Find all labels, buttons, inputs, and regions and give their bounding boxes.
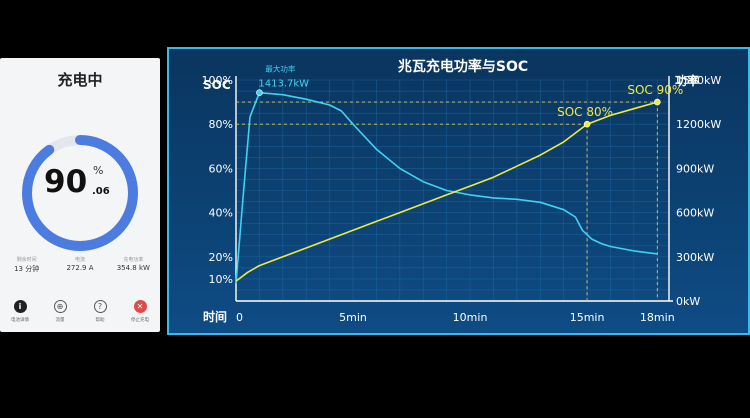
y-left-tick-label: 60% bbox=[209, 162, 233, 175]
stat-label: 电流 bbox=[53, 256, 106, 264]
y-right-tick-label: 0kW bbox=[676, 295, 700, 308]
stat-label: 剩余时间 bbox=[0, 256, 53, 264]
nav-label: 停止充电 bbox=[131, 317, 149, 323]
x-tick-label: 10min bbox=[453, 311, 488, 324]
y-left-tick-label: 10% bbox=[209, 273, 233, 286]
stat-remaining-time: 剩余时间 13 分钟 bbox=[0, 256, 53, 274]
x-axis-title: 时间 bbox=[203, 309, 227, 324]
percentage-value: 90 bbox=[44, 164, 87, 200]
y-right-tick-label: 900kW bbox=[676, 162, 714, 175]
annotation-title: 最大功率 bbox=[265, 64, 295, 74]
charging-stats: 剩余时间 13 分钟 电流 272.9 A 充电功率 354.8 kW bbox=[0, 256, 160, 274]
percent-sign: % bbox=[93, 164, 103, 177]
y-right-tick-label: 600kW bbox=[676, 207, 714, 220]
x-tick-label: 15min bbox=[570, 311, 605, 324]
annotation-label: SOC 90% bbox=[627, 83, 683, 97]
stat-label: 充电功率 bbox=[107, 256, 160, 264]
stat-value: 13 分钟 bbox=[0, 264, 53, 274]
help-icon: ? bbox=[94, 300, 107, 313]
nav-stop-charging-button[interactable]: ✕ 停止充电 bbox=[120, 300, 160, 323]
percentage-decimal: .06 bbox=[92, 186, 110, 197]
y-left-tick-label: 20% bbox=[209, 251, 233, 264]
x-tick-label: 18min bbox=[640, 311, 675, 324]
y-right-tick-label: 1200kW bbox=[676, 118, 721, 131]
stat-value: 354.8 kW bbox=[107, 264, 160, 272]
nav-label: 帮助 bbox=[96, 317, 105, 323]
chart-title: 兆瓦充电功率与SOC bbox=[398, 58, 528, 75]
annotation-label: 1413.7kW bbox=[258, 79, 309, 90]
annotation-marker bbox=[256, 90, 262, 96]
power-soc-chart: 兆瓦充电功率与SOC SOC 功率 时间 10%20%40%60%80%100%… bbox=[167, 47, 750, 335]
annotation-label: SOC 80% bbox=[557, 105, 613, 119]
stat-charging-power: 充电功率 354.8 kW bbox=[107, 256, 160, 274]
y-left-tick-label: 100% bbox=[202, 74, 233, 87]
nav-help-button[interactable]: ? 帮助 bbox=[80, 300, 120, 323]
annotation-marker bbox=[584, 121, 590, 127]
y-right-tick-label: 300kW bbox=[676, 251, 714, 264]
stop-icon: ✕ bbox=[134, 300, 147, 313]
globe-icon: ⊕ bbox=[54, 300, 67, 313]
x-tick-label: 5min bbox=[339, 311, 367, 324]
x-tick-label: 0 bbox=[236, 311, 243, 324]
stat-value: 272.9 A bbox=[53, 264, 106, 272]
charging-status-title: 充电中 bbox=[0, 69, 160, 90]
phone-charging-panel: 充电中 90 % .06 剩余时间 13 分钟 电流 272.9 A 充电功率 … bbox=[0, 58, 160, 332]
stat-current: 电流 272.9 A bbox=[53, 256, 106, 274]
annotation-marker bbox=[654, 99, 660, 105]
chart-panel: 兆瓦充电功率与SOC SOC 功率 时间 10%20%40%60%80%100%… bbox=[167, 47, 750, 335]
nav-label: 电池详情 bbox=[11, 317, 29, 323]
y-left-tick-label: 40% bbox=[209, 207, 233, 220]
y-left-tick-label: 80% bbox=[209, 118, 233, 131]
nav-battery-details-button[interactable]: i 电池详情 bbox=[0, 300, 40, 323]
info-icon: i bbox=[14, 300, 27, 313]
nav-label: 流量 bbox=[56, 317, 65, 323]
phone-bottom-nav: i 电池详情 ⊕ 流量 ? 帮助 ✕ 停止充电 bbox=[0, 300, 160, 323]
nav-traffic-button[interactable]: ⊕ 流量 bbox=[40, 300, 80, 323]
